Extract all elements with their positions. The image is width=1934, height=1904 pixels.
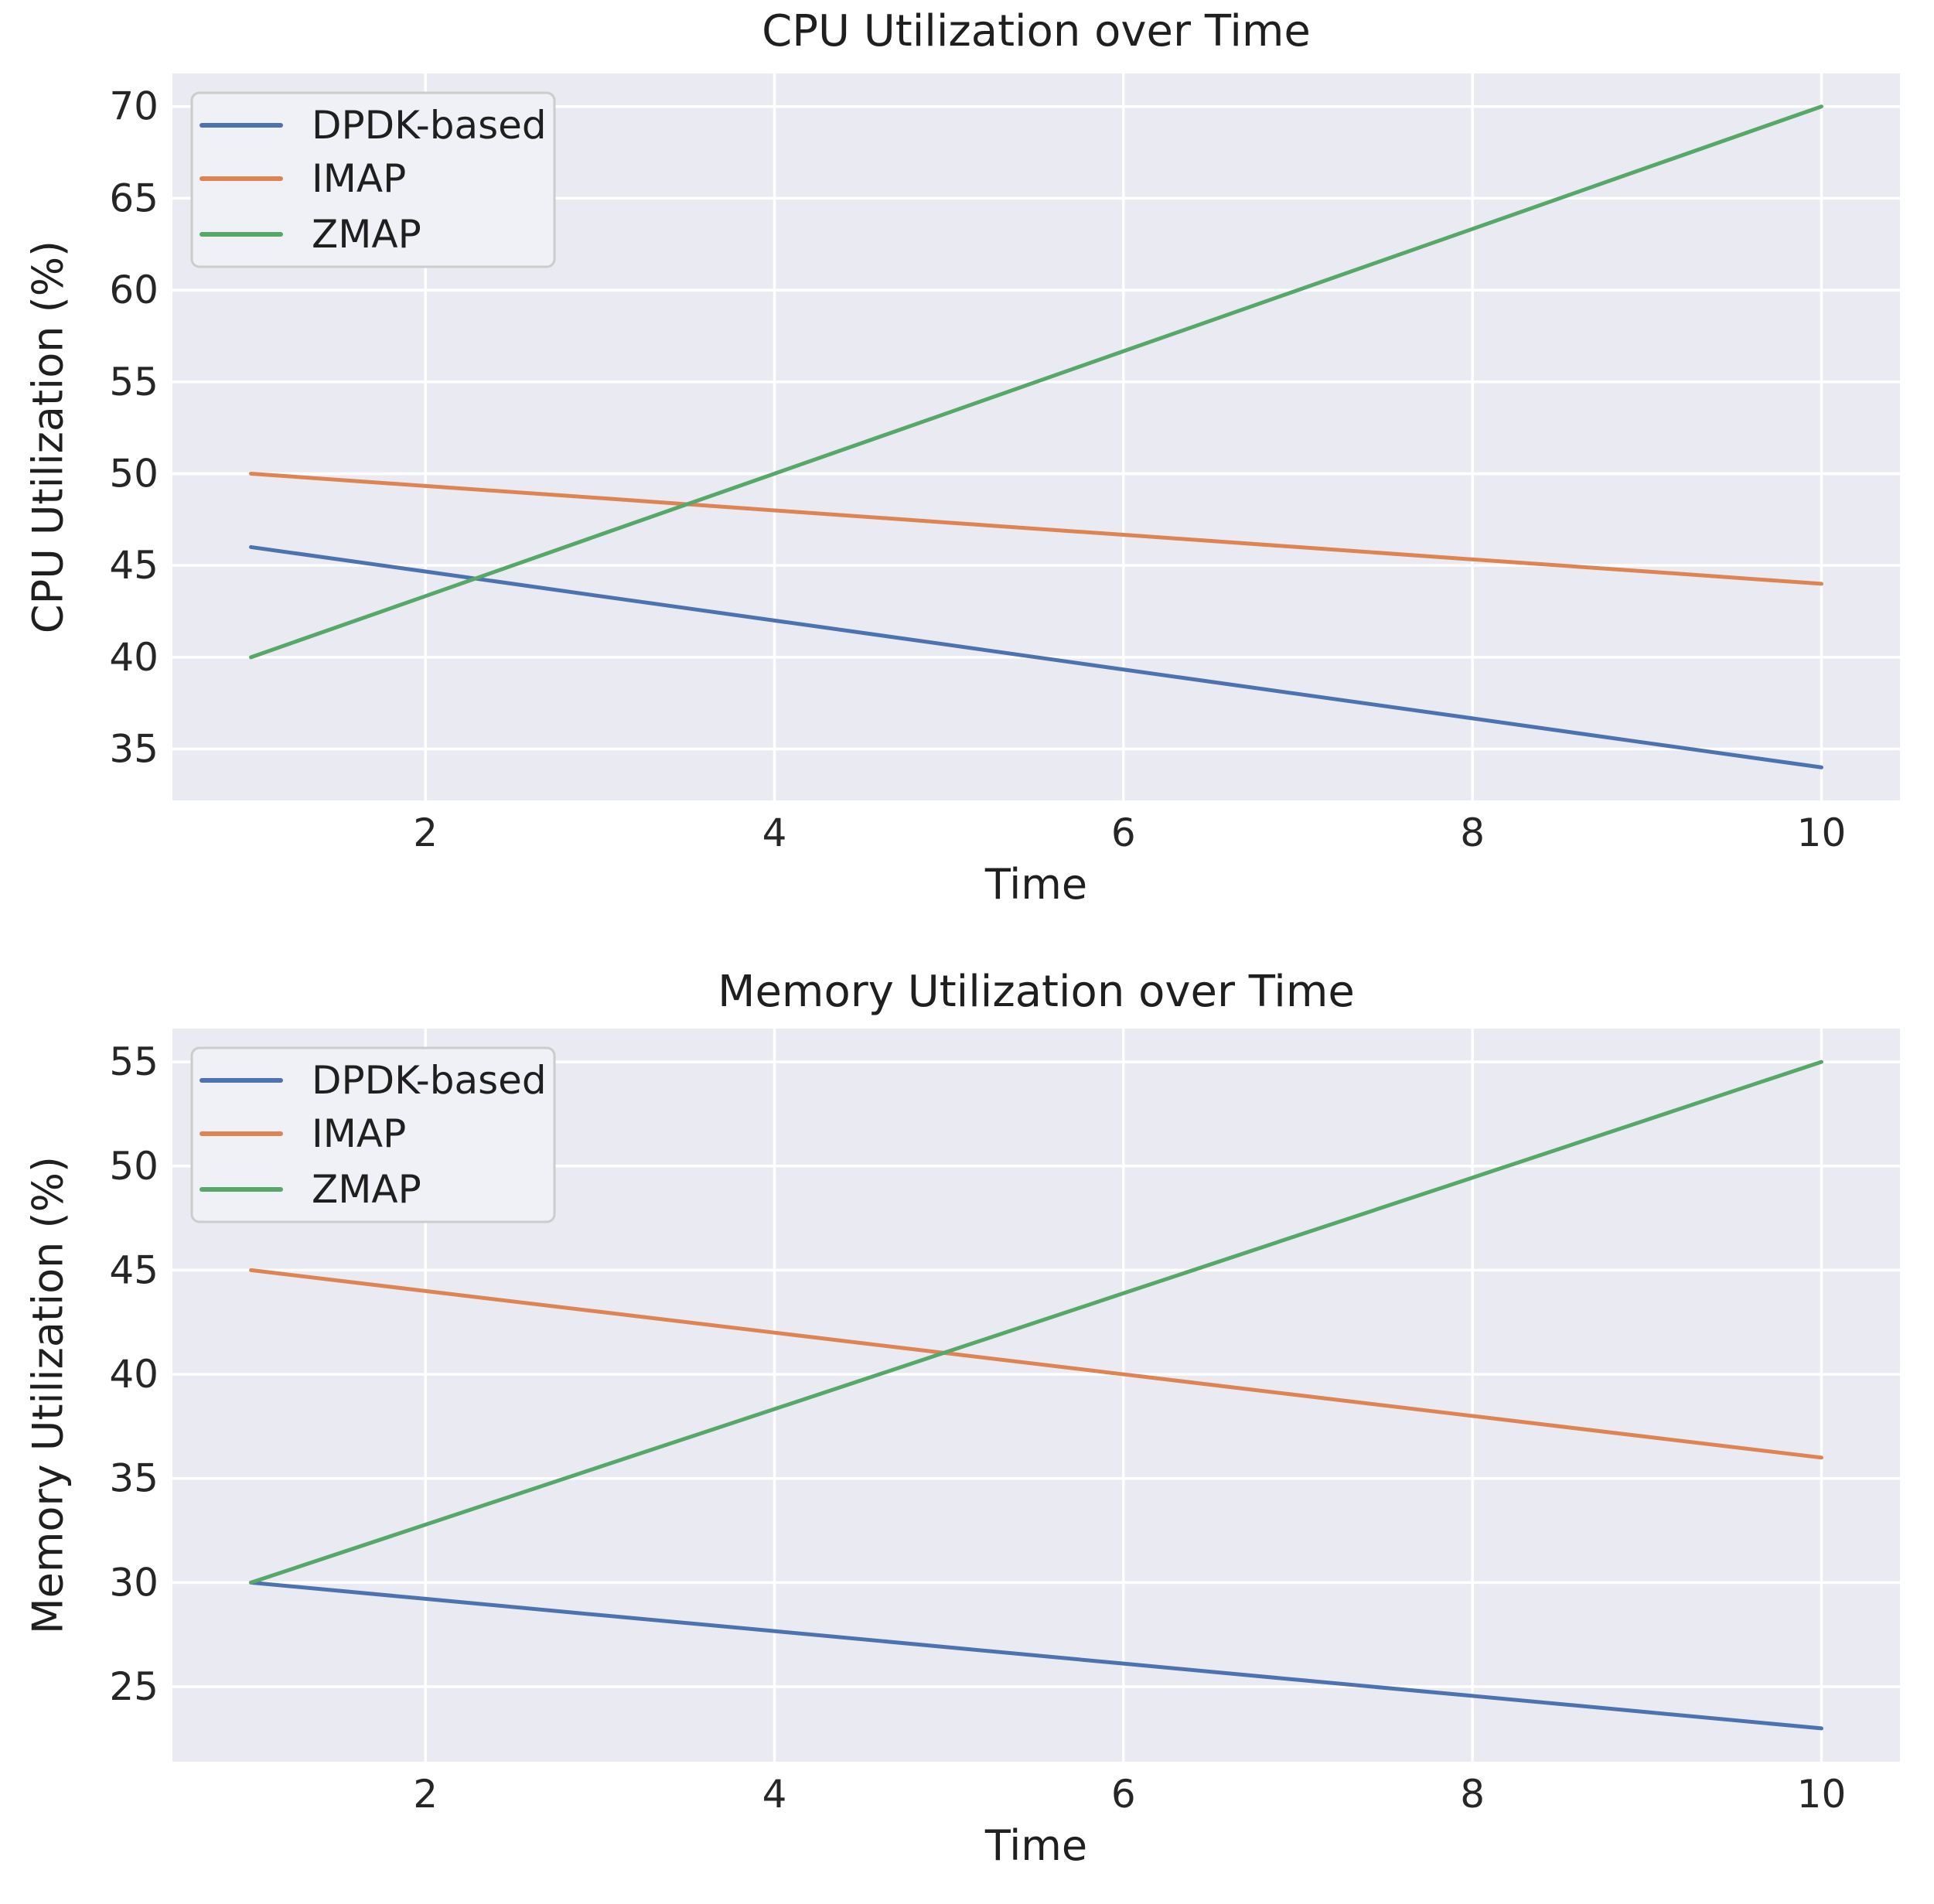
y-tick-label: 25 [109,1664,159,1709]
y-tick-label: 40 [109,635,159,680]
y-tick-label: 55 [109,360,159,404]
memory-y-axis-label: Memory Utilization (%) [23,1156,73,1634]
x-tick-label: 2 [413,810,438,855]
cpu-chart-title: CPU Utilization over Time [762,6,1311,56]
x-tick-label: 4 [762,810,787,855]
y-tick-label: 70 [109,84,159,129]
y-tick-label: 50 [109,451,159,496]
x-tick-label: 6 [1111,1772,1136,1817]
y-tick-label: 50 [109,1144,159,1189]
legend-label-dpdk-based: DPDK-based [312,103,547,148]
legend-label-zmap: ZMAP [312,212,421,257]
cpu-x-axis-label: Time [984,860,1088,909]
series-line-dpdk-based [249,1580,1823,1731]
x-tick-label: 8 [1460,810,1485,855]
series-line-zmap [249,1059,1823,1585]
cpu-y-axis-label: CPU Utilization (%) [23,240,73,634]
x-tick-label: 8 [1460,1772,1485,1817]
y-tick-label: 35 [109,727,159,772]
y-tick-label: 40 [109,1352,159,1397]
y-tick-label: 65 [109,176,159,220]
series-line-zmap [249,104,1823,660]
memory-x-axis-label: Time [984,1821,1088,1870]
y-tick-label: 45 [109,1247,159,1292]
legend-label-imap: IMAP [312,1111,406,1156]
x-tick-label: 10 [1797,1772,1847,1817]
x-tick-label: 2 [413,1772,438,1817]
y-tick-label: 60 [109,268,159,312]
series-line-dpdk-based [249,544,1823,769]
legend-label-zmap: ZMAP [312,1167,421,1212]
legend-label-imap: IMAP [312,156,406,201]
legend-box [190,1046,556,1223]
y-tick-label: 55 [109,1039,159,1084]
x-tick-label: 6 [1111,810,1136,855]
y-tick-label: 45 [109,543,159,588]
x-tick-label: 4 [762,1772,787,1817]
legend-box [190,91,556,268]
y-tick-label: 30 [109,1560,159,1605]
x-tick-label: 10 [1797,810,1847,855]
legend-label-dpdk-based: DPDK-based [312,1058,547,1103]
memory-chart-title: Memory Utilization over Time [718,967,1355,1017]
series-line-imap [249,1268,1823,1460]
series-line-imap [249,471,1823,586]
y-tick-label: 35 [109,1456,159,1501]
